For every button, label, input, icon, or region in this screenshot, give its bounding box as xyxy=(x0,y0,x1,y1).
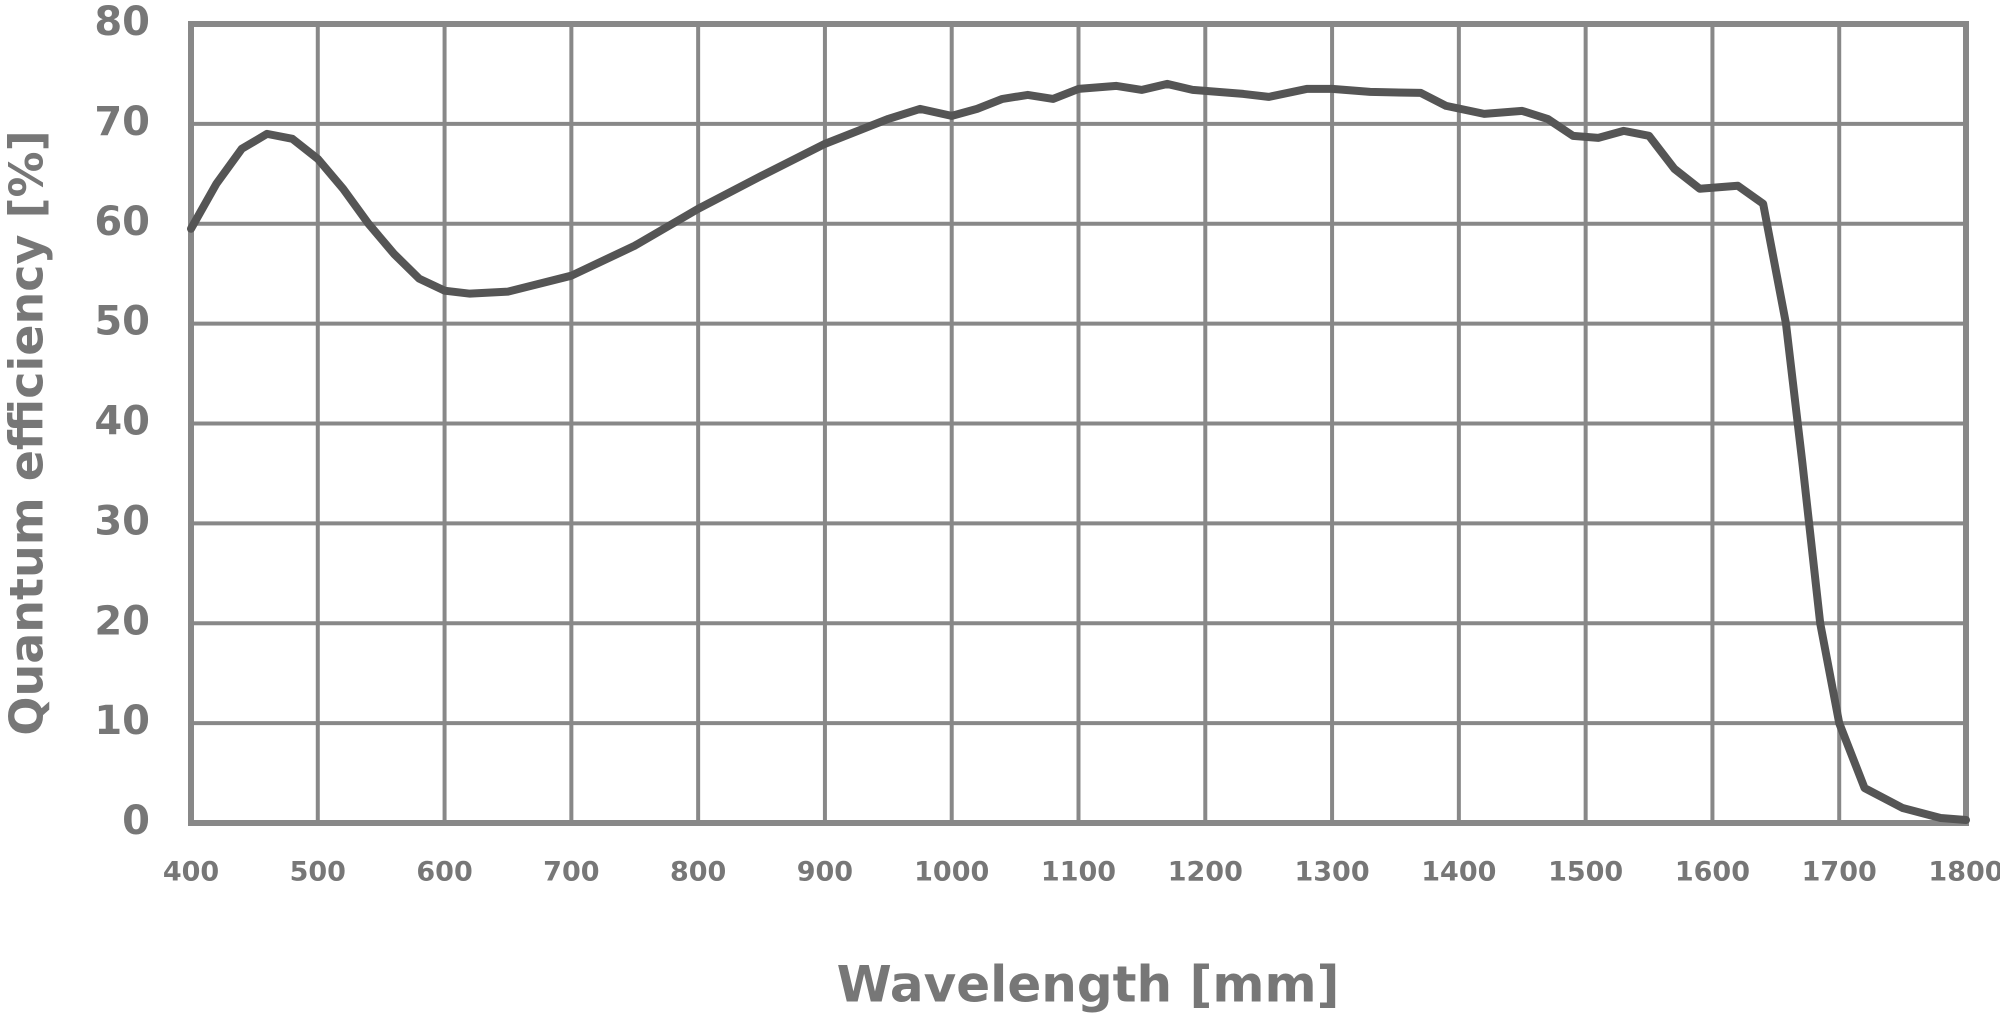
x-tick-label: 400 xyxy=(163,857,219,888)
data-line xyxy=(187,79,1970,825)
y-tick-label: 20 xyxy=(94,598,150,644)
x-tick-label: 700 xyxy=(543,857,599,888)
x-tick-label: 900 xyxy=(797,857,853,888)
x-tick-label: 800 xyxy=(670,857,726,888)
x-tick-label: 1800 xyxy=(1928,857,2000,888)
y-axis-label: Quantum efficiency [%] xyxy=(0,130,54,735)
y-tick-label: 40 xyxy=(94,399,150,445)
y-tick-label: 60 xyxy=(94,199,150,245)
x-tick-label: 1700 xyxy=(1802,857,1877,888)
x-tick-label: 1500 xyxy=(1548,857,1623,888)
x-tick-label: 1200 xyxy=(1168,857,1243,888)
y-tick-label: 70 xyxy=(94,99,150,145)
x-tick-label: 1400 xyxy=(1421,857,1496,888)
x-tick-label: 500 xyxy=(290,857,346,888)
x-tick-label: 600 xyxy=(416,857,472,888)
x-tick-label: 1600 xyxy=(1675,857,1750,888)
y-tick-label: 30 xyxy=(94,498,150,544)
y-tick-label: 0 xyxy=(122,798,150,844)
y-tick-label: 50 xyxy=(94,299,150,345)
y-tick-label: 80 xyxy=(94,0,150,45)
x-tick-label: 1300 xyxy=(1294,857,1369,888)
x-tick-label: 1000 xyxy=(914,857,989,888)
x-tick-label: 1100 xyxy=(1041,857,1116,888)
plot-frame xyxy=(188,21,1969,826)
x-axis-label: Wavelength [mm] xyxy=(837,956,1340,1014)
y-tick-label: 10 xyxy=(94,698,150,744)
